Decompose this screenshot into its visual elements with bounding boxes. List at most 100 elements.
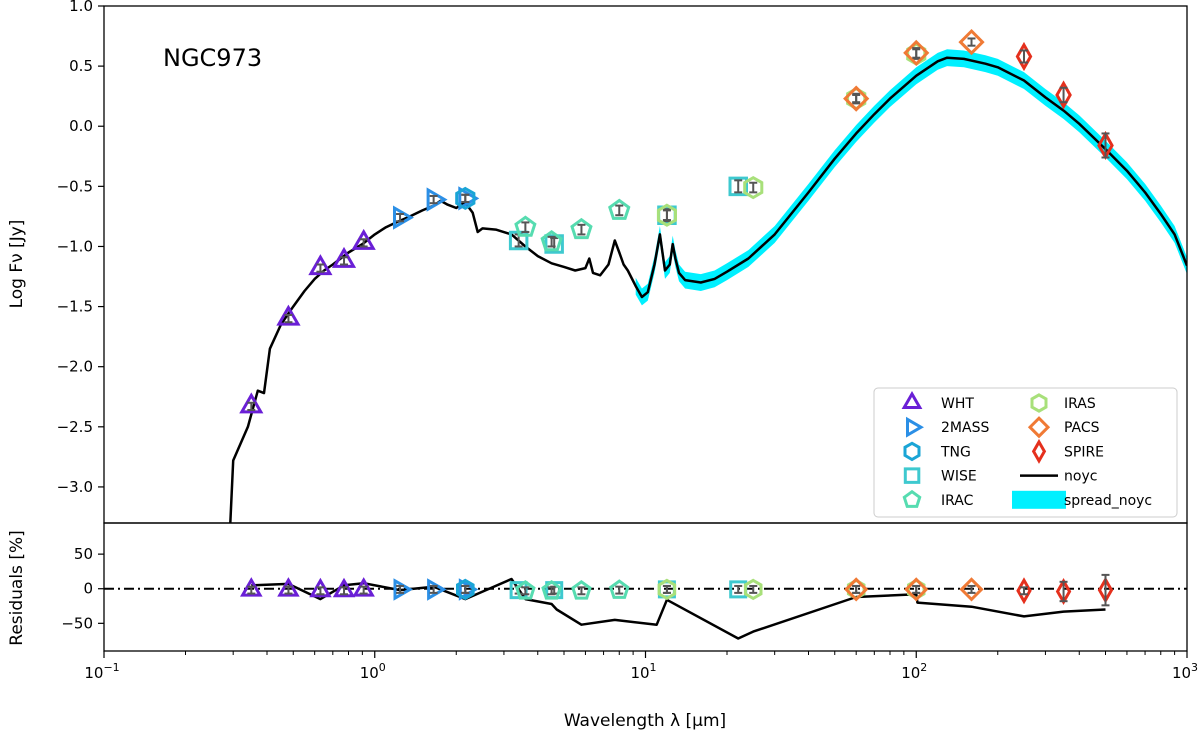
errorbar-pacs-0 (852, 93, 861, 104)
legend-marker-irac (902, 489, 922, 508)
sed-panel: NGC973 (163, 28, 1187, 523)
point-wht-0 (239, 392, 264, 414)
x-tick-label: 101 (630, 661, 656, 682)
errorbar-tng-0 (461, 193, 470, 203)
legend-marker-tng (903, 441, 921, 462)
residual-errorbar-wht-4 (359, 585, 368, 595)
errorbar-irac-1 (547, 235, 556, 248)
errorbar-spire-0 (1019, 49, 1028, 64)
residual-point-wise-1 (545, 581, 564, 600)
spread-band-group (635, 49, 1187, 306)
point-spire-0 (1015, 41, 1033, 72)
errorbar-wht-4 (359, 238, 368, 248)
point-irac-1 (540, 229, 563, 252)
errorbar-wht-3 (340, 256, 349, 266)
x-tick-label: 100 (360, 661, 386, 682)
residual-errorbar-iras-0 (662, 584, 671, 594)
residual-errorbar-pacs-1 (912, 584, 921, 594)
legend-marker-spire (1031, 438, 1047, 464)
y-tick-label-top: −0.5 (57, 177, 93, 195)
errorbar-irac-2 (577, 223, 586, 236)
legend-label: PACS (1064, 420, 1100, 436)
residual-point-irac-2 (571, 579, 592, 600)
errorbar-wise-3 (734, 179, 743, 194)
residuals-panel (104, 573, 1187, 640)
legend-marker-wise (903, 467, 921, 484)
y-tick-label-bottom: 50 (74, 545, 93, 563)
y-axis-title-bottom: Residuals [%] (7, 530, 27, 645)
y-tick-label-bottom: −50 (61, 614, 93, 632)
residual-point-iras-0 (657, 578, 677, 601)
errorbar-spire-2 (1101, 132, 1110, 159)
residual-point-wht-2 (309, 577, 332, 598)
point-pacs-0 (843, 85, 870, 112)
point-irac-2 (570, 217, 593, 240)
residual-errorbar-irac-2 (577, 586, 586, 596)
residual-point-wht-4 (352, 577, 375, 597)
residual-errorbar-2mass-1 (429, 584, 438, 594)
errorbar-pacs-1 (912, 47, 921, 59)
residual-line (251, 577, 1106, 640)
errorbar-iras-1 (749, 181, 758, 194)
residual-errorbar-wht-2 (316, 586, 325, 596)
photometry-points (239, 28, 1114, 414)
x-tick-label: 103 (1172, 661, 1198, 682)
residual-line-group (251, 577, 1106, 640)
point-iras-0 (656, 203, 677, 227)
errorbar-irac-3 (615, 204, 624, 217)
legend-label: WHT (941, 396, 974, 412)
legend-label: spread_noyc (1064, 493, 1152, 509)
residual-point-wht-0 (239, 577, 263, 597)
y-tick-label-top: −1.0 (57, 237, 93, 255)
residual-point-iras-1 (743, 578, 763, 601)
point-wht-2 (308, 254, 333, 276)
point-2mass-0 (393, 205, 415, 230)
point-irac-0 (514, 215, 537, 237)
point-spire-1 (1055, 80, 1072, 110)
residual-errorbar-irac-0 (521, 586, 530, 596)
legend-label: noyc (1064, 469, 1097, 485)
legend-marker-2mass (906, 416, 924, 438)
residual-errorbar-pacs-0 (852, 584, 861, 594)
x-axis-title-text: Wavelength λ [μm] (564, 711, 726, 731)
residual-point-wht-3 (332, 577, 356, 598)
residual-point-wht-1 (277, 577, 300, 597)
y-tick-label-top: −2.0 (57, 358, 93, 376)
residual-point-pacs-0 (844, 577, 869, 602)
y-axis-title-top: Log Fν [Jy] (7, 220, 27, 309)
y-tick-label-top: 1.0 (69, 0, 93, 15)
point-2mass-1 (426, 187, 448, 212)
residual-points (239, 573, 1114, 607)
axes: 1.0 0.5 0.0 −0.5 −1.0 −1.5 −2.0 −2.5 −3.0 50 0 −50 1… (57, 0, 1198, 682)
errorbar-irac-0 (521, 221, 530, 234)
legend-marker-wht (901, 391, 923, 409)
x-tick-label: 102 (901, 661, 927, 682)
legend-label: IRAC (941, 493, 974, 509)
legend-label: WISE (941, 469, 977, 485)
errorbar-wht-0 (247, 401, 256, 411)
residual-errorbar-wht-1 (284, 585, 293, 595)
x-axis-title: Wavelength λ [μm] (564, 711, 726, 731)
y-tick-label-top: −2.5 (57, 418, 93, 436)
residual-errorbar-wht-0 (247, 585, 256, 595)
residual-errorbar-wise-3 (734, 584, 743, 594)
legend-marker-iras (1030, 393, 1048, 413)
residual-point-irac-0 (515, 579, 536, 600)
point-wht-1 (276, 304, 301, 326)
legend-marker-pacs (1027, 416, 1051, 439)
residual-errorbar-spire-1 (1059, 580, 1068, 603)
point-2mass-2 (458, 186, 480, 211)
point-wht-3 (331, 246, 357, 268)
point-pacs-2 (958, 28, 985, 56)
legend-label: TNG (940, 444, 971, 460)
point-pacs-1 (903, 39, 930, 67)
errorbar-spire-1 (1059, 86, 1068, 104)
errorbar-2mass-0 (396, 213, 405, 223)
residual-point-irac-1 (541, 579, 562, 600)
legend-label: 2MASS (941, 420, 989, 436)
y-tick-label-top: −1.5 (57, 298, 93, 316)
residual-errorbar-irac-3 (615, 585, 624, 595)
residual-point-tng-0 (456, 578, 475, 601)
point-irac-3 (608, 198, 631, 220)
